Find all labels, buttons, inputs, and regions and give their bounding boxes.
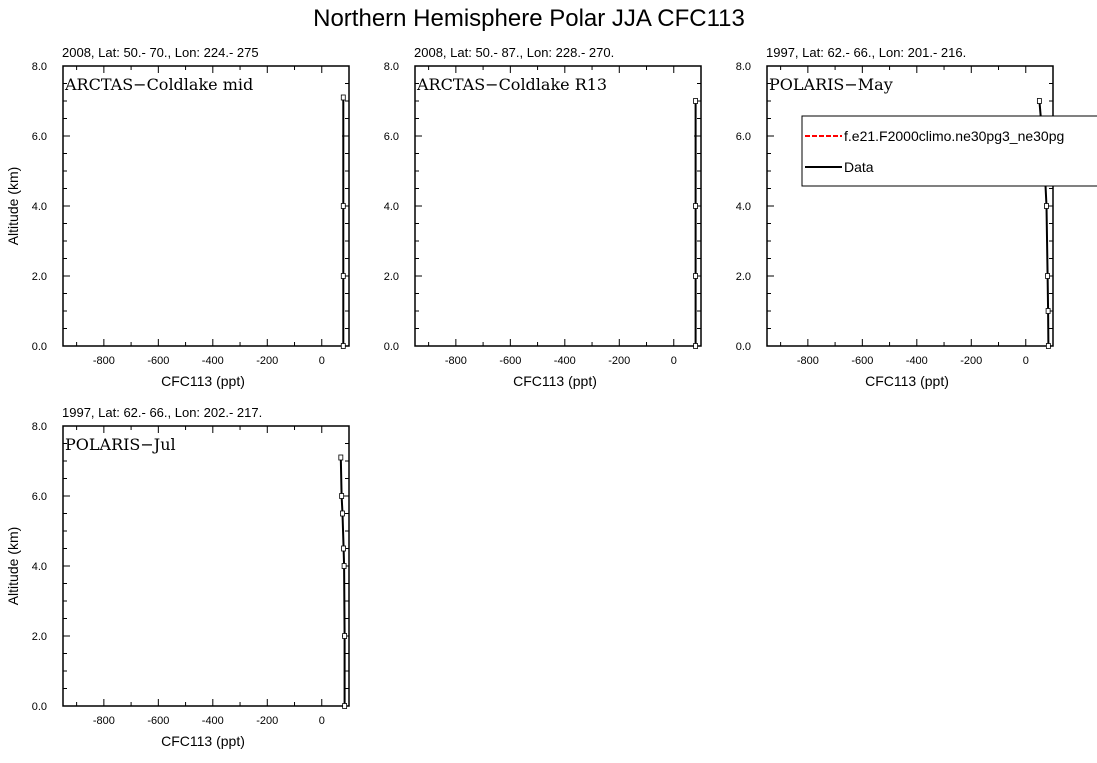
y-tick-label: 8.0 [32,61,47,73]
x-axis-label: CFC113 (ppt) [161,373,245,389]
data-point [338,454,344,461]
panel-header: 1997, Lat: 62.- 66., Lon: 201.- 216. [766,45,966,60]
panel-1: -800 -600 -400 -200 0 0.0 2.0 4.0 6.0 8.0 2008, La… [5,45,350,389]
x-tick-label: -200 [608,355,630,367]
y-tick-label: 4.0 [384,201,399,213]
panel-3: -800 -600 -400 -200 0 0.0 2.0 4.0 6.0 8.0 1997, La… [736,45,1054,389]
y-tick-label: 0.0 [32,701,47,713]
data-point [340,203,346,209]
figure-title: Northern Hemisphere Polar JJA CFC113 [313,5,745,32]
y-tick-label: 0.0 [384,341,399,353]
x-axis-label: CFC113 (ppt) [161,733,245,749]
y-tick-label: 8.0 [32,421,47,433]
x-tick-label: 0 [671,355,677,367]
x-tick-label: -600 [147,715,169,727]
y-tick-label: 0.0 [32,341,47,353]
plot-frame [62,65,350,347]
data-point [342,703,348,709]
data-point [340,273,346,279]
x-tick-label: -800 [93,715,115,727]
x-tick-label: 0 [1023,355,1029,367]
panel-4: -800 -600 -400 -200 0 0.0 2.0 4.0 6.0 8.0 1997, La… [5,405,350,749]
y-tick-label: 2.0 [32,271,47,283]
x-axis-label: CFC113 (ppt) [865,373,949,389]
data-point [339,493,345,499]
panel-label: ARCTAS−Coldlake mid [64,75,253,94]
x-tick-label: -200 [960,355,982,367]
x-tick-label: -400 [202,355,224,367]
data-point [693,203,698,209]
y-tick-label: 6.0 [32,131,47,143]
y-tick-label: 2.0 [736,271,751,283]
data-point [1045,343,1051,349]
x-tick-label: -400 [906,355,928,367]
data-point [1036,98,1042,104]
y-tick-label: 0.0 [736,341,751,353]
legend-entry-label: f.e21.F2000climo.ne30pg3_ne30pg [844,128,1064,144]
y-tick-label: 6.0 [736,131,751,143]
y-tick-label: 4.0 [32,201,47,213]
x-tick-label: -400 [554,355,576,367]
y-tick-label: 4.0 [32,561,47,573]
x-tick-label: 0 [319,715,325,727]
panel-header: 1997, Lat: 62.- 66., Lon: 202.- 217. [62,405,262,420]
x-tick-label: -800 [445,355,467,367]
data-point [1044,203,1049,209]
legend: f.e21.F2000climo.ne30pg3_ne30pg Data [801,115,1097,187]
y-tick-label: 8.0 [384,61,399,73]
x-axis-label: CFC113 (ppt) [513,373,597,389]
panel-label: POLARIS−May [769,75,893,94]
data-point [341,545,346,552]
y-tick-label: 6.0 [384,131,399,143]
x-tick-label: -800 [93,355,115,367]
plot-frame [414,65,702,347]
y-tick-label: 2.0 [32,631,47,643]
plot-frame [62,425,350,707]
panel-header: 2008, Lat: 50.- 87., Lon: 228.- 270. [414,45,614,60]
legend-entry-label: Data [844,159,874,175]
x-tick-label: -600 [147,355,169,367]
data-point [1045,308,1051,314]
x-tick-label: -400 [202,715,224,727]
panel-2: -800 -600 -400 -200 0 0.0 2.0 4.0 6.0 8.0 2008, La… [384,45,702,389]
panel-label: ARCTAS−Coldlake R13 [416,75,607,94]
legend-box [801,115,1097,187]
data-point [693,98,698,104]
x-tick-label: -200 [256,355,278,367]
y-tick-label: 6.0 [32,491,47,503]
data-point [340,343,346,349]
x-tick-label: -600 [499,355,521,367]
data-point [1045,273,1050,279]
x-tick-label: -600 [851,355,873,367]
panel-label: POLARIS−Jul [65,435,176,454]
x-tick-label: 0 [319,355,325,367]
data-point [340,510,345,517]
panel-header: 2008, Lat: 50.- 70., Lon: 224.- 275 [62,45,259,60]
y-tick-label: 4.0 [736,201,751,213]
data-point [693,273,698,279]
y-axis-label: Altitude (km) [5,527,21,606]
y-tick-label: 8.0 [736,61,751,73]
y-tick-label: 2.0 [384,271,399,283]
x-tick-label: -800 [797,355,819,367]
data-point [693,343,698,349]
data-point [342,633,348,639]
data-point [340,94,346,101]
y-axis-label: Altitude (km) [5,167,21,246]
x-tick-label: -200 [256,715,278,727]
data-point [341,563,347,569]
plot-frame [766,65,1054,347]
